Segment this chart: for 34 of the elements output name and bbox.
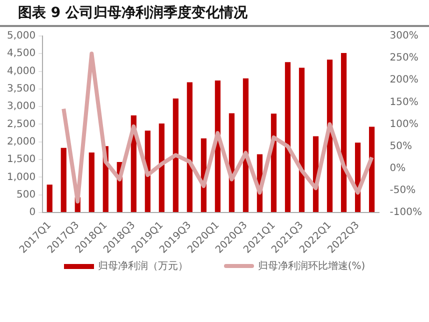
y-tick-label: 0	[29, 207, 36, 218]
bar	[88, 152, 94, 212]
y2-tick-label: -50%	[390, 184, 416, 196]
y-tick-label: 3,000	[6, 101, 36, 112]
y-tick-label: 1,000	[6, 172, 36, 183]
y2-tick-label: 250%	[390, 52, 418, 64]
y2-tick-label: 200%	[390, 74, 418, 86]
bar	[242, 78, 249, 212]
y2-tick-label: 150%	[390, 96, 418, 108]
bar	[172, 98, 178, 212]
y-tick-label: 5,000	[6, 30, 36, 42]
y-tick-label: 2,000	[6, 136, 36, 148]
y2-tick-label: 300%	[390, 30, 418, 42]
bar	[158, 124, 164, 212]
y2-tick-label: -100%	[390, 207, 422, 218]
legend-label: 归母净利润（万元）	[98, 260, 188, 273]
bar	[284, 62, 291, 212]
bar	[60, 148, 66, 212]
bar	[298, 68, 305, 212]
y-tick-label: 1,500	[6, 154, 36, 166]
y-tick-label: 2,500	[6, 118, 36, 130]
bar	[340, 52, 347, 212]
bar	[369, 126, 375, 212]
y2-tick-label: 50%	[390, 140, 412, 152]
y-tick-label: 500	[16, 189, 36, 200]
y-tick-label: 3,500	[6, 84, 36, 95]
y2-tick-label: 0%	[390, 162, 406, 174]
y-tick-label: 4,000	[6, 66, 36, 77]
y-tick-label: 4,500	[6, 48, 36, 60]
y2-tick-label: 100%	[390, 118, 418, 130]
chart-title: 图表 9 公司归母净利润季度变化情况	[0, 0, 429, 27]
legend-label: 归母净利润环比增速(%)	[258, 260, 366, 273]
bar	[46, 184, 52, 212]
bar	[186, 82, 193, 212]
